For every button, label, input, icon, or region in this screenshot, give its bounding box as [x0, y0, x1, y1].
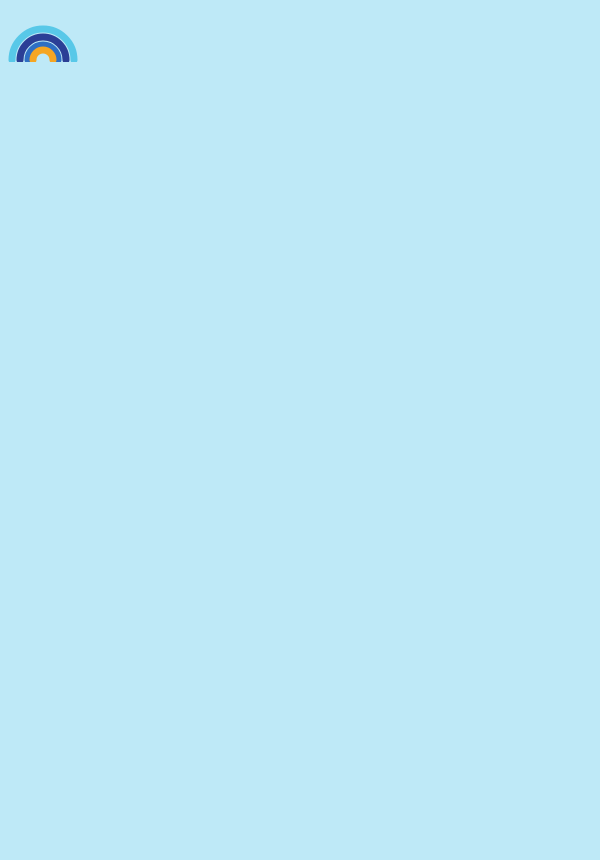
rainbow-arc-logo[interactable]: [8, 14, 82, 62]
